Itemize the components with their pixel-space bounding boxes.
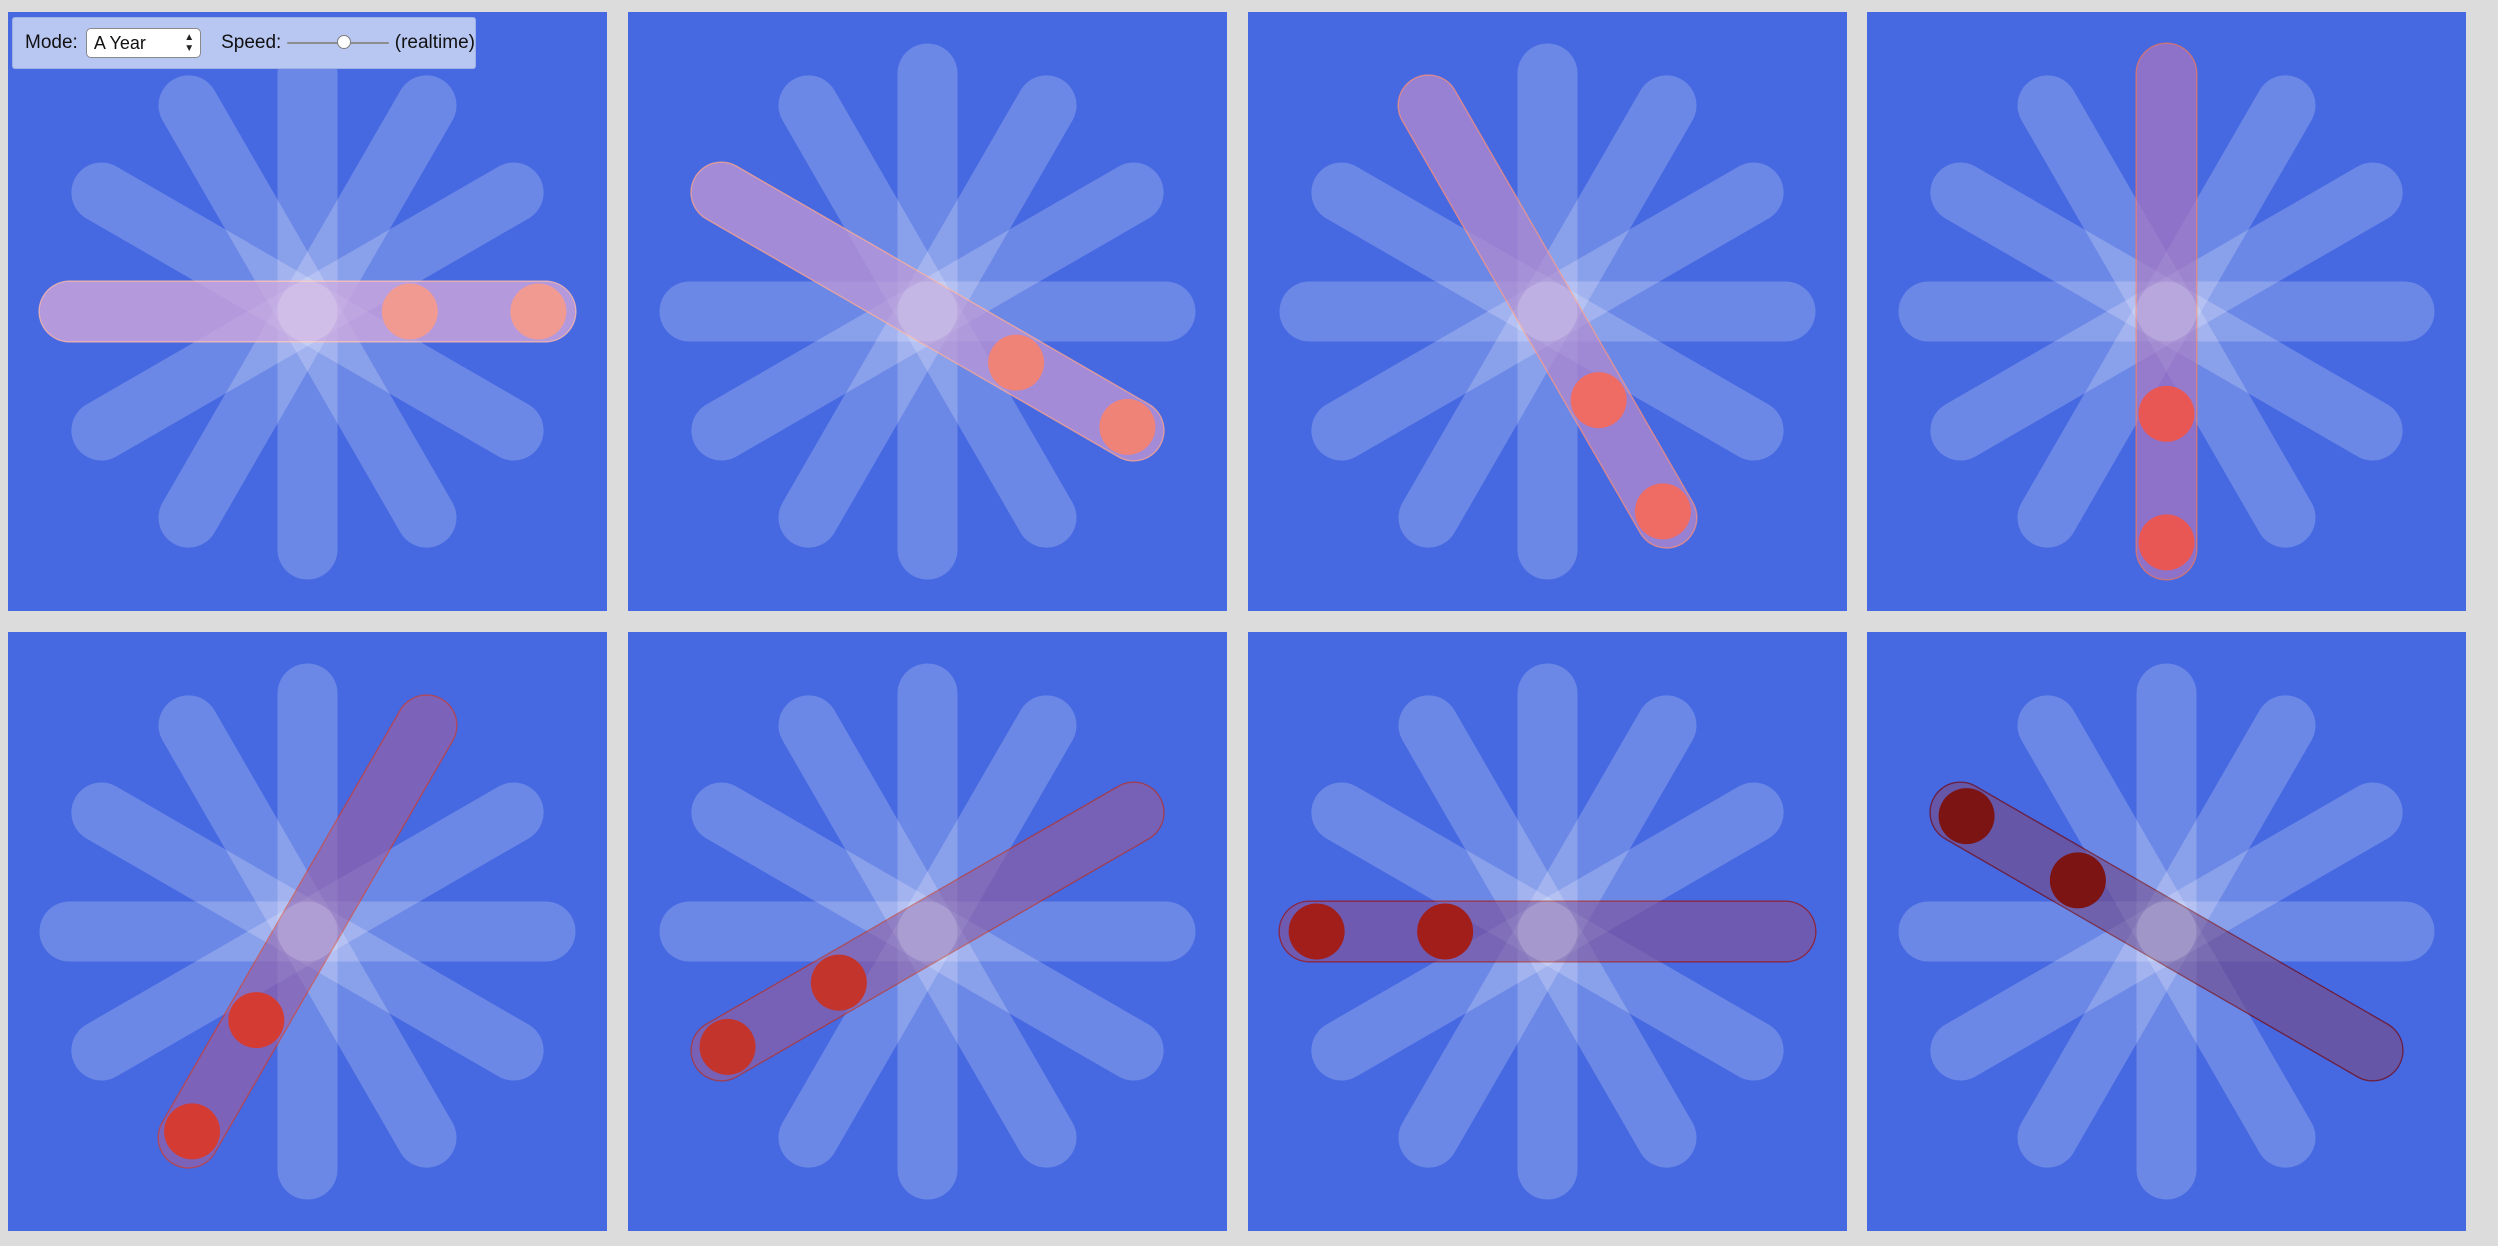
- center-glow: [277, 281, 338, 342]
- ball-2: [510, 283, 567, 340]
- ball-1: [1570, 372, 1627, 429]
- star-spoke-overlay: [1398, 695, 1697, 1168]
- star-canvas: [1898, 42, 2435, 581]
- star-spoke-overlay: [2017, 695, 2316, 1168]
- highlight-bar: [691, 783, 1164, 1080]
- star-spoke-overlay: [1311, 782, 1784, 1081]
- star-spoke-overlay: [158, 75, 457, 548]
- center-glow: [2136, 281, 2197, 342]
- star-spoke-overlay: [71, 162, 544, 461]
- ball-1: [2049, 852, 2106, 909]
- star-canvas: [1898, 663, 2435, 1200]
- star-spokes-overlay: [1279, 663, 1816, 1200]
- speed-slider[interactable]: [287, 31, 389, 55]
- star-spoke-overlay: [1311, 162, 1784, 461]
- star-spoke-overlay: [1398, 75, 1697, 548]
- ball-2: [1288, 903, 1345, 960]
- ball-1: [810, 954, 867, 1011]
- speed-label: Speed:: [221, 32, 282, 53]
- star-spoke-overlay: [158, 75, 457, 548]
- star-canvas: [1278, 663, 1817, 1200]
- star-spoke-overlay: [778, 75, 1077, 548]
- panel-8: [1867, 632, 2466, 1231]
- panel-2: [628, 12, 1227, 611]
- center-glow: [897, 901, 958, 962]
- star-canvas: [659, 43, 1196, 580]
- mode-select[interactable]: A Year ▲ ▼: [85, 28, 202, 58]
- center-glow: [1517, 281, 1578, 342]
- star-canvas: [659, 663, 1196, 1200]
- star-spoke-overlay: [1930, 162, 2403, 461]
- star-spoke-overlay: [2017, 75, 2316, 548]
- star-spoke-overlay: [158, 695, 457, 1168]
- highlight-bar: [1930, 783, 2403, 1080]
- star-spoke-overlay: [1311, 782, 1784, 1081]
- ball-1: [988, 334, 1045, 391]
- star-spokes-overlay: [39, 663, 576, 1200]
- star-spoke-overlay: [71, 782, 544, 1081]
- star-spoke-overlay: [691, 162, 1164, 461]
- ball-1: [228, 992, 285, 1049]
- center-glow: [2136, 901, 2197, 962]
- star-spoke-overlay: [2017, 695, 2316, 1168]
- ball-2: [1938, 788, 1995, 845]
- highlight-bar: [159, 695, 456, 1168]
- ball-1: [381, 283, 438, 340]
- ball-1: [2138, 385, 2195, 442]
- star-spoke-overlay: [778, 695, 1077, 1168]
- ball-1: [1417, 903, 1474, 960]
- star-spoke-overlay: [1930, 782, 2403, 1081]
- star-spoke-overlay: [691, 162, 1164, 461]
- star-spoke-overlay: [1930, 782, 2403, 1081]
- star-canvas: [39, 663, 576, 1200]
- center-glow: [897, 281, 958, 342]
- star-spoke-overlay: [71, 782, 544, 1081]
- center-glow: [277, 901, 338, 962]
- ball-2: [1634, 483, 1691, 540]
- star-spokes-overlay: [1279, 43, 1816, 580]
- speed-slider-thumb[interactable]: [336, 35, 351, 49]
- star-spoke-overlay: [158, 695, 457, 1168]
- star-spoke-overlay: [71, 162, 544, 461]
- star-spoke-overlay: [1398, 695, 1697, 1168]
- highlight-bar: [1399, 75, 1696, 548]
- star-canvas: [38, 43, 577, 580]
- star-spokes-overlay: [659, 43, 1196, 580]
- star-spokes-overlay: [1898, 43, 2435, 580]
- star-canvas: [1279, 43, 1816, 580]
- ball-2: [164, 1103, 221, 1160]
- star-spoke-overlay: [691, 782, 1164, 1081]
- star-spoke-overlay: [691, 782, 1164, 1081]
- mode-select-value: A Year: [93, 32, 146, 53]
- ball-2: [2138, 514, 2195, 571]
- ball-2: [699, 1018, 756, 1075]
- controls-bar: Mode: A Year ▲ ▼ Speed: (realtime): [12, 17, 476, 69]
- speed-note: (realtime): [394, 32, 475, 53]
- mode-label: Mode:: [25, 32, 78, 53]
- star-spoke-overlay: [778, 75, 1077, 548]
- star-spoke-overlay: [778, 695, 1077, 1168]
- panel-1: [8, 12, 607, 611]
- star-spoke-overlay: [1930, 162, 2403, 461]
- star-spoke-overlay: [1398, 75, 1697, 548]
- star-spokes-overlay: [1898, 663, 2435, 1200]
- ball-2: [1099, 398, 1156, 455]
- panel-7: [1248, 632, 1847, 1231]
- star-spokes-overlay: [39, 43, 576, 580]
- highlight-bar: [691, 163, 1164, 460]
- panel-3: [1248, 12, 1847, 611]
- panel-6: [628, 632, 1227, 1231]
- star-spokes-overlay: [659, 663, 1196, 1200]
- select-arrows-icon: ▲ ▼: [184, 32, 195, 54]
- center-glow: [1517, 901, 1578, 962]
- star-spoke-overlay: [1311, 162, 1784, 461]
- panel-5: [8, 632, 607, 1231]
- panel-4: [1867, 12, 2466, 611]
- star-spoke-overlay: [2017, 75, 2316, 548]
